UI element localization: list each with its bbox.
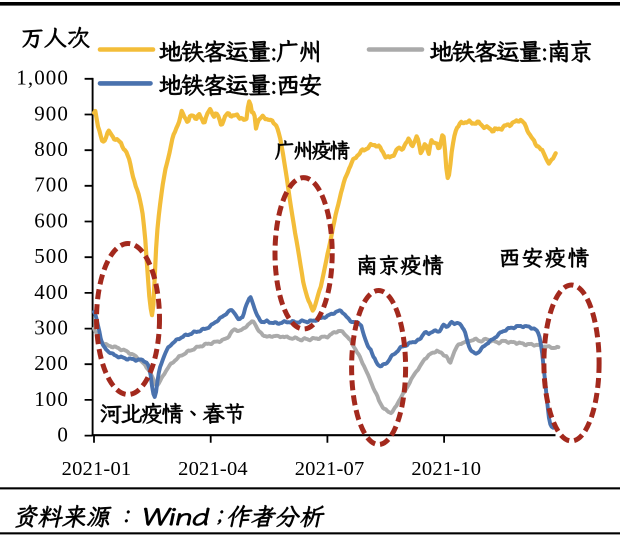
svg-text:2021-04: 2021-04: [178, 458, 248, 480]
svg-text:300: 300: [34, 316, 69, 340]
svg-text:800: 800: [34, 137, 69, 161]
svg-text:200: 200: [34, 351, 69, 375]
svg-text:100: 100: [34, 387, 69, 411]
svg-text:400: 400: [34, 280, 69, 304]
svg-text:0: 0: [57, 423, 69, 447]
svg-text:700: 700: [34, 173, 69, 197]
svg-text:2021-01: 2021-01: [62, 458, 132, 480]
svg-text:900: 900: [34, 101, 69, 125]
svg-text:600: 600: [34, 208, 69, 232]
svg-text:500: 500: [34, 244, 69, 268]
svg-text:2021-10: 2021-10: [411, 458, 481, 480]
svg-text:1,000: 1,000: [16, 66, 69, 90]
svg-text:2021-07: 2021-07: [295, 458, 365, 480]
